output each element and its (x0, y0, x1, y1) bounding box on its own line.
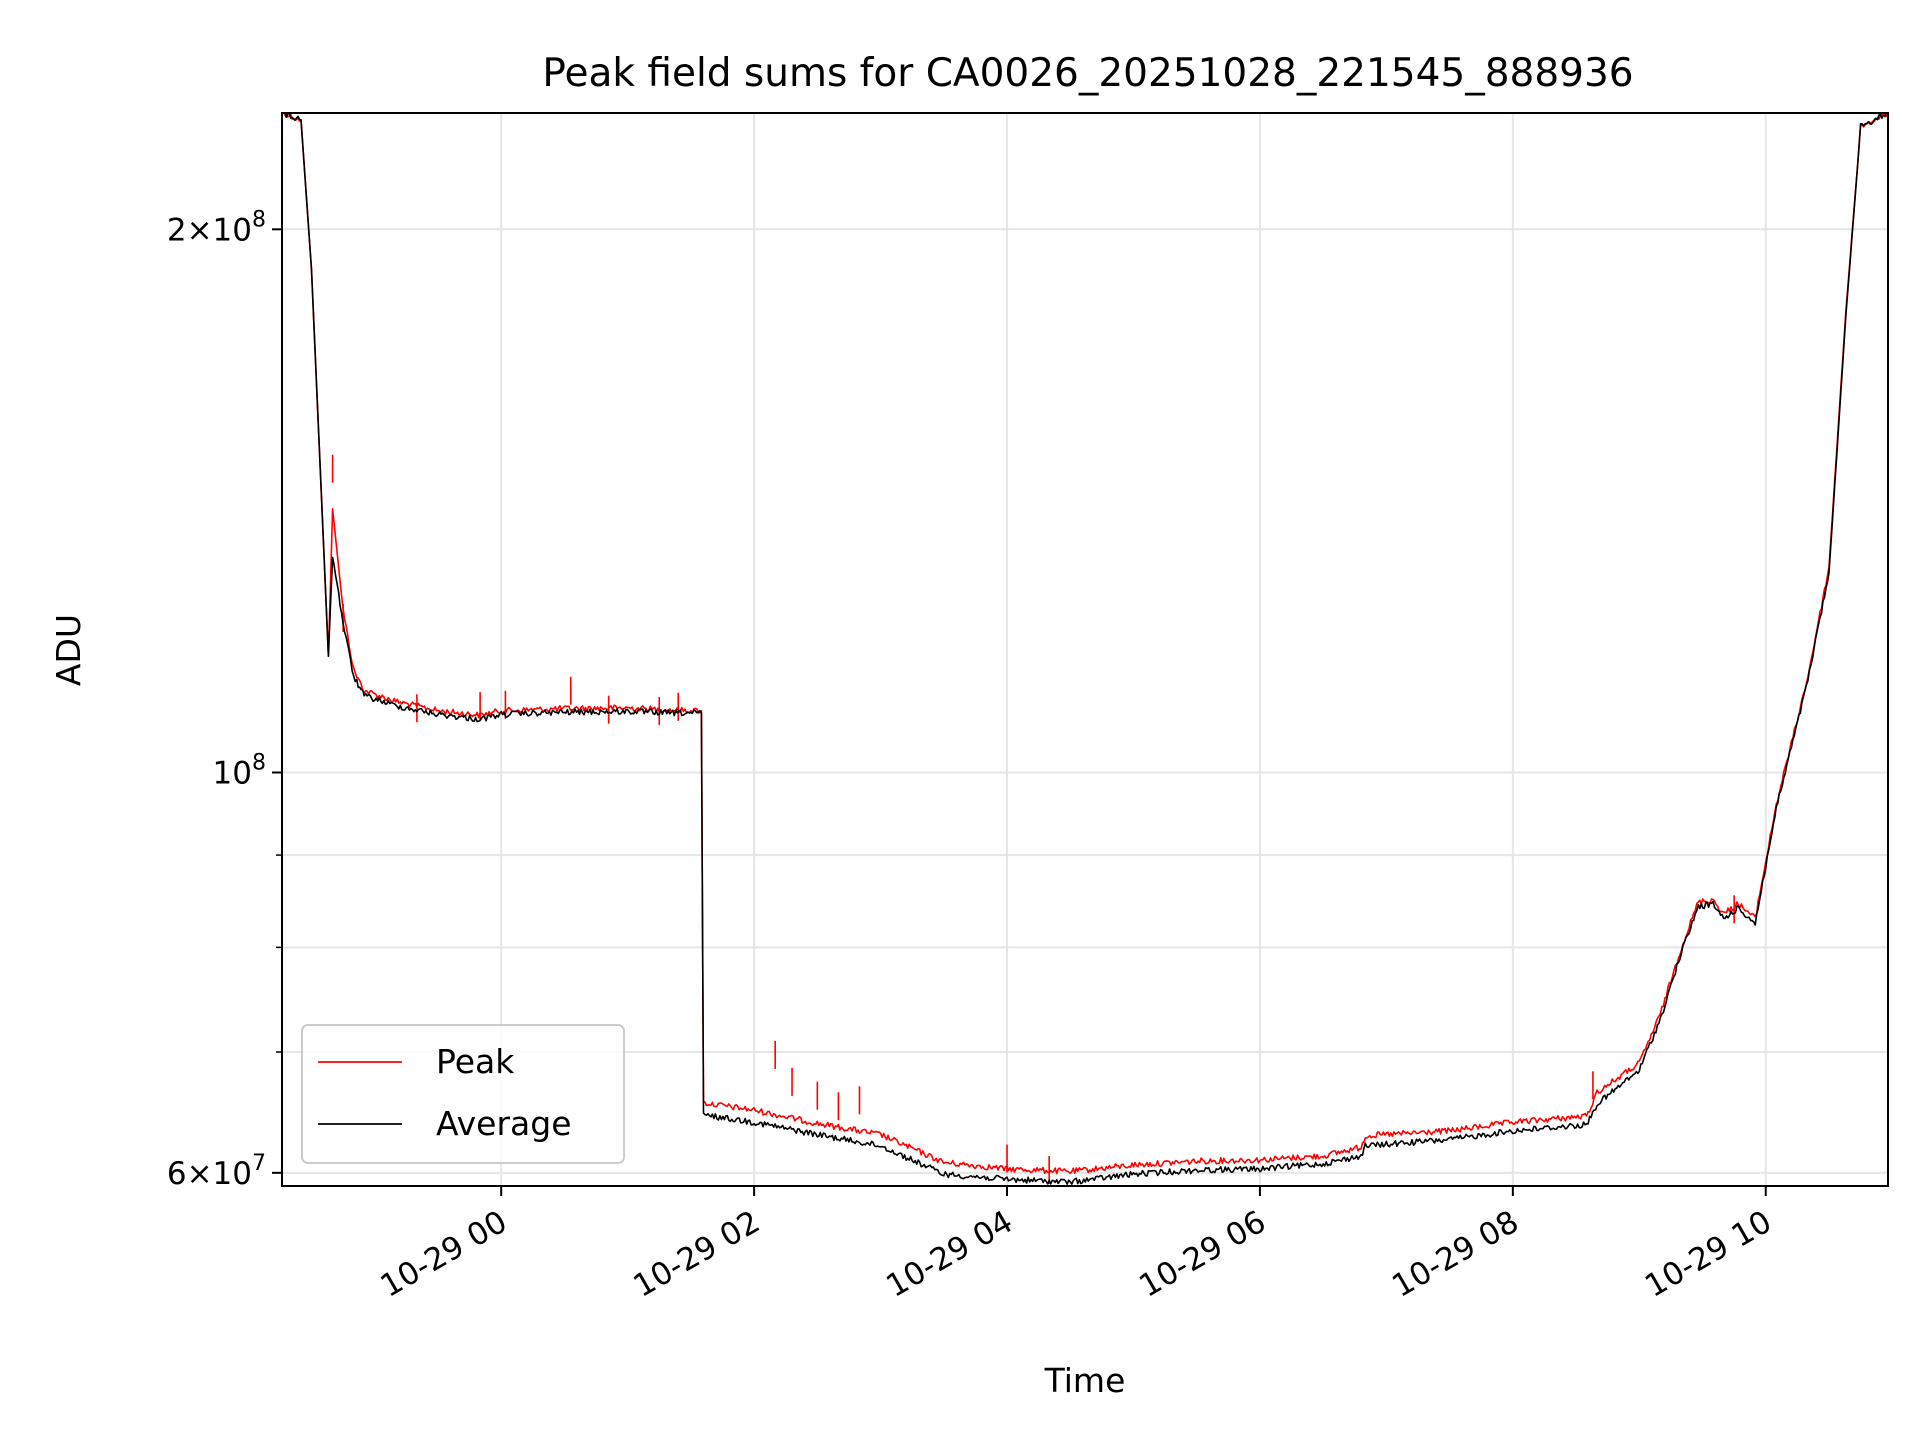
legend-label: Average (436, 1104, 572, 1143)
series-line-average (282, 113, 1888, 1185)
y-tick-label: 6×107 (167, 1151, 266, 1192)
y-tick-label: 108 (213, 751, 266, 792)
grid (282, 113, 1888, 1186)
series-group (282, 113, 1888, 1185)
legend: Peak Average (301, 1024, 625, 1164)
y-axis-label: ADU (49, 614, 88, 686)
chart-title: Peak field sums for CA0026_20251028_2215… (542, 51, 1633, 96)
x-axis-label: Time (1044, 1361, 1126, 1400)
y-tick-label: 2×108 (167, 207, 266, 248)
legend-label: Peak (436, 1042, 515, 1081)
plot-frame (281, 112, 1889, 1187)
legend-box (301, 1024, 625, 1164)
